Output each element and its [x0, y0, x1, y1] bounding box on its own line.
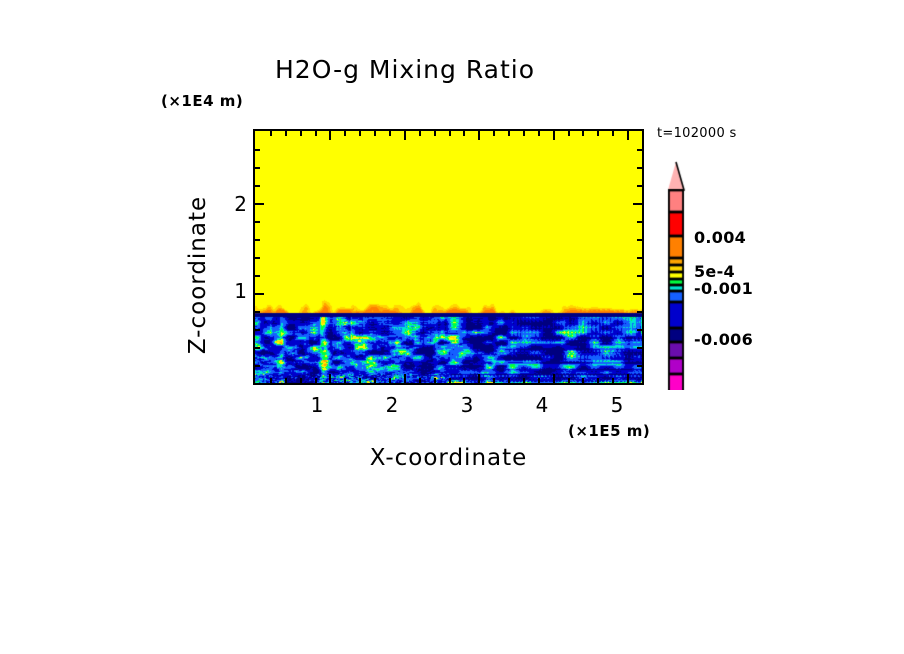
axis-tick	[255, 221, 260, 223]
axis-tick	[463, 378, 465, 383]
axis-tick	[478, 131, 480, 140]
axis-tick	[627, 131, 629, 140]
page-title-text: H2O-g Mixing Ratio	[274, 55, 536, 84]
axis-tick	[463, 131, 465, 136]
axis-tick	[612, 378, 614, 383]
axis-tick	[538, 131, 540, 136]
axis-tick	[538, 378, 540, 383]
axis-tick	[419, 131, 421, 136]
axis-tick	[255, 257, 260, 259]
axis-tick	[255, 347, 260, 349]
x-axis-title: X-coordinate	[369, 445, 528, 471]
axis-tick	[404, 374, 406, 383]
axis-tick	[255, 275, 260, 277]
axis-tick	[270, 378, 272, 383]
axis-tick	[523, 131, 525, 136]
axis-tick	[255, 167, 260, 169]
x-axis-unit-label: (×1E5 m)	[568, 422, 651, 440]
axis-tick	[493, 378, 495, 383]
axis-tick	[637, 167, 642, 169]
axis-tick	[637, 329, 642, 331]
colorbar-tick-label: 0.004	[694, 228, 747, 247]
axis-tick	[612, 131, 614, 136]
axis-tick	[637, 257, 642, 259]
y-axis-unit-label: (×1E4 m)	[161, 92, 244, 110]
axis-tick	[374, 131, 376, 136]
axis-tick	[633, 293, 642, 295]
x-tick-label: 4	[535, 393, 549, 417]
colorbar-tick-label: -0.006	[694, 330, 754, 349]
x-tick-label: 3	[460, 393, 474, 417]
axis-tick	[523, 378, 525, 383]
axis-tick	[285, 378, 287, 383]
axis-tick	[478, 374, 480, 383]
axis-tick	[389, 378, 391, 383]
axis-tick	[568, 131, 570, 136]
axis-tick	[637, 149, 642, 151]
y-tick-label: 1	[234, 279, 247, 303]
axis-tick	[270, 131, 272, 136]
axis-tick	[637, 311, 642, 313]
axis-tick	[633, 203, 642, 205]
axis-tick	[404, 131, 406, 140]
axis-tick	[582, 131, 584, 136]
colorbar	[663, 160, 703, 390]
contour-plot-area	[253, 129, 644, 385]
axis-tick	[359, 131, 361, 136]
axis-tick	[627, 374, 629, 383]
axis-tick	[315, 378, 317, 383]
x-tick-label: 2	[385, 393, 399, 417]
axis-tick	[637, 221, 642, 223]
timestamp-label: t=102000 s	[657, 126, 737, 141]
axis-tick	[637, 347, 642, 349]
axis-tick	[508, 131, 510, 136]
axis-tick	[255, 203, 264, 205]
y-axis-title: Z-coordinate	[185, 195, 211, 355]
x-tick-label: 1	[310, 393, 324, 417]
axis-tick	[449, 131, 451, 136]
axis-tick	[637, 365, 642, 367]
axis-tick	[255, 293, 264, 295]
scalar-field-canvas	[255, 131, 642, 383]
axis-tick	[434, 131, 436, 136]
page-title: H2O-g Mixing Ratio	[0, 55, 904, 84]
axis-tick	[568, 378, 570, 383]
axis-tick	[508, 378, 510, 383]
axis-tick	[255, 329, 260, 331]
y-tick-label: 2	[234, 192, 247, 216]
axis-tick	[374, 378, 376, 383]
x-tick-label: 5	[610, 393, 624, 417]
axis-tick	[344, 378, 346, 383]
axis-tick	[315, 131, 317, 136]
axis-tick	[329, 374, 331, 383]
axis-tick	[389, 131, 391, 136]
colorbar-tick-label: -0.001	[694, 279, 754, 298]
axis-tick	[597, 131, 599, 136]
axis-tick	[344, 131, 346, 136]
axis-tick	[255, 185, 260, 187]
axis-tick	[637, 239, 642, 241]
axis-tick	[582, 378, 584, 383]
axis-tick	[359, 378, 361, 383]
axis-tick	[255, 149, 260, 151]
axis-tick	[637, 185, 642, 187]
axis-tick	[597, 378, 599, 383]
axis-tick	[255, 311, 260, 313]
axis-tick	[493, 131, 495, 136]
axis-tick	[255, 239, 260, 241]
axis-tick	[285, 131, 287, 136]
axis-tick	[553, 131, 555, 140]
axis-tick	[300, 131, 302, 136]
axis-tick	[419, 378, 421, 383]
colorbar-tick-label: 5e-4	[694, 262, 735, 281]
axis-tick	[434, 378, 436, 383]
axis-tick	[553, 374, 555, 383]
axis-tick	[449, 378, 451, 383]
axis-tick	[637, 275, 642, 277]
axis-tick	[300, 378, 302, 383]
axis-tick	[255, 365, 260, 367]
axis-tick	[329, 131, 331, 140]
